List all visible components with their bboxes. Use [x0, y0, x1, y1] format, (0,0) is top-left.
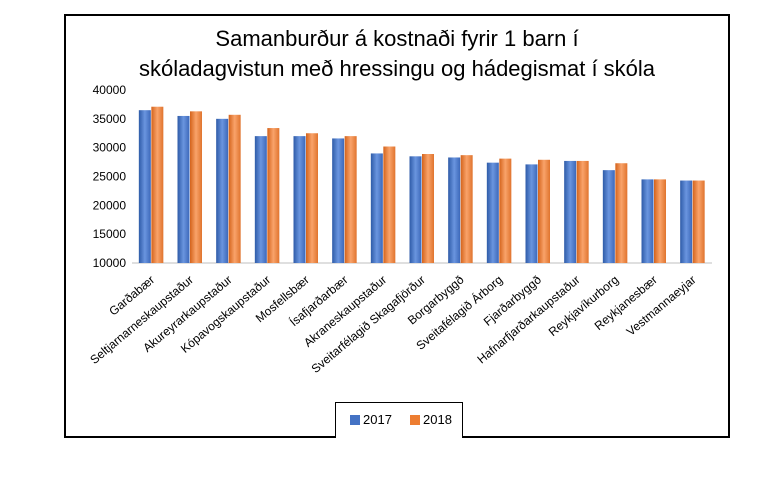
legend-swatch-2018	[410, 415, 420, 425]
x-tick-label: Vestmannaeyjar	[624, 273, 699, 339]
bar-2017	[448, 157, 461, 263]
bar-2017	[641, 179, 654, 263]
y-tick-label: 15000	[93, 227, 127, 241]
bar-2018	[422, 154, 434, 263]
y-tick-label: 20000	[93, 198, 127, 212]
y-tick-label: 35000	[93, 112, 127, 126]
bar-2018	[151, 106, 164, 264]
bar-2017	[138, 110, 151, 263]
legend-item-2017: 2017	[350, 412, 392, 427]
bar-2018	[306, 133, 318, 263]
bar-2018	[383, 146, 396, 263]
bar-2017	[293, 136, 306, 263]
bar-2017	[370, 153, 383, 263]
legend: 2017 2018	[335, 402, 463, 438]
bar-2017	[216, 118, 229, 263]
chart-title-line-1: Samanburður á kostnaði fyrir 1 barn í	[215, 26, 579, 51]
bar-2017	[254, 136, 267, 263]
bar-2018	[615, 163, 628, 263]
bar-2018	[538, 159, 550, 263]
bar-2018	[190, 111, 202, 263]
bar-2018	[576, 160, 589, 263]
bar-2017	[177, 115, 190, 263]
legend-label-2018: 2018	[423, 412, 452, 427]
legend-label-2017: 2017	[363, 412, 392, 427]
legend-swatch-2017	[350, 415, 360, 425]
bar-2017	[564, 160, 577, 263]
bar-2018	[344, 136, 357, 263]
chart-title-line-2: skóladagvistun með hressingu og hádegism…	[138, 56, 656, 81]
bar-2017	[602, 170, 615, 263]
chart-title: Samanburður á kostnaði fyrir 1 barn í sk…	[66, 24, 728, 84]
bar-2017	[680, 180, 693, 263]
bar-2017	[409, 156, 422, 263]
legend-item-2018: 2018	[410, 412, 452, 427]
bar-2017	[486, 162, 499, 263]
y-tick-label: 10000	[93, 256, 127, 270]
y-tick-label: 30000	[93, 141, 127, 155]
bar-2018	[654, 179, 666, 263]
bar-2018	[692, 180, 705, 263]
y-tick-label: 40000	[93, 83, 127, 97]
bar-2017	[525, 164, 538, 263]
bar-2018	[499, 158, 512, 263]
y-tick-label: 25000	[93, 170, 127, 184]
bar-2018	[460, 155, 473, 263]
bar-2018	[267, 128, 280, 263]
bar-2017	[332, 138, 345, 263]
bar-2018	[228, 114, 241, 264]
